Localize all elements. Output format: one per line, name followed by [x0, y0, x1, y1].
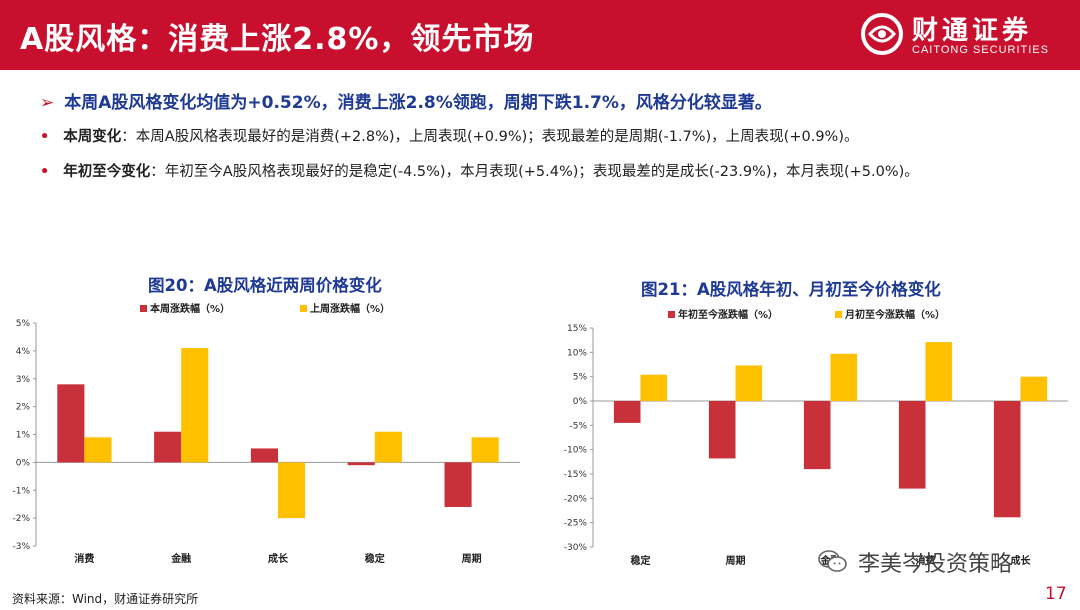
source-note: 资料来源：Wind，财通证券研究所 — [12, 592, 199, 606]
page-number: 17 — [1045, 584, 1067, 604]
y-tick-label: -15% — [564, 470, 588, 480]
y-tick-label: 5% — [573, 373, 588, 383]
x-category-label: 消费 — [74, 552, 94, 565]
bar-series2 — [735, 365, 763, 401]
page-title: A股风格：消费上涨2.8%，领先市场 — [20, 22, 535, 57]
y-tick-label: 2% — [16, 403, 31, 413]
legend-swatch — [140, 305, 147, 312]
summary-line: ➢ 本周A股风格变化均值为+0.52%，消费上涨2.8%领跑，周期下跌1.7%，风… — [40, 88, 772, 113]
chart-fig21: 年初至今涨跌幅（%） 月初至今涨跌幅（%） 15% 10% 5% 0% -5% -10% -15… — [540, 302, 1080, 578]
x-category-label: 周期 — [726, 554, 746, 567]
title-bar: A股风格：消费上涨2.8%，领先市场 财通证券 CAITONG SECURITI… — [0, 0, 1080, 70]
logo-english-name: CAITONG SECURITIES — [912, 44, 1049, 56]
y-tick-label: 0% — [16, 458, 31, 468]
y-tick-label: -3% — [12, 542, 30, 552]
bar-series1 — [250, 448, 278, 463]
bar-series2 — [374, 431, 402, 463]
bar-series2 — [181, 348, 209, 463]
bullet-text: ：本周A股风格表现最好的是消费(+2.8%)，上周表现(+0.9%)；表现最差的… — [121, 129, 859, 145]
bar-series2 — [640, 374, 668, 401]
bar-series2 — [278, 462, 306, 519]
x-category-label: 消费 — [916, 554, 936, 567]
chart-title-fig20: 图20：A股风格近两周价格变化 — [148, 276, 382, 295]
arrow-bullet-icon: ➢ — [40, 93, 55, 113]
bullet-weekly-change: • 本周变化：本周A股风格表现最好的是消费(+2.8%)，上周表现(+0.9%)；… — [40, 125, 858, 146]
y-tick-label: -1% — [12, 486, 30, 496]
legend-swatch — [300, 305, 307, 312]
bar-series2 — [84, 437, 112, 463]
company-logo: 财通证券 CAITONG SECURITIES — [860, 8, 1070, 62]
legend-swatch — [668, 311, 675, 318]
bullet-dot-icon: • — [40, 164, 50, 180]
x-category-label: 成长 — [1011, 554, 1032, 567]
y-tick-label: 5% — [16, 319, 31, 329]
y-tick-label: 3% — [16, 375, 31, 385]
bar-series1 — [993, 401, 1021, 518]
bar-series2 — [925, 342, 953, 401]
bar-series1 — [347, 462, 375, 466]
y-tick-label: 15% — [567, 324, 587, 334]
bar-series1 — [898, 401, 926, 489]
bar-series1 — [708, 401, 736, 459]
bar-series2 — [830, 353, 858, 401]
bullet-text: ：年初至今A股风格表现最好的是稳定(-4.5%)，本月表现(+5.4%)；表现最… — [150, 164, 919, 180]
bar-series2 — [471, 437, 499, 463]
bar-chart-svg: 本周涨跌幅（%） 上周涨跌幅（%） 5% 4% 3% 2% 1% 0% -1% -2% -3% 消费 金… — [12, 302, 520, 565]
bullet-ytd-change: • 年初至今变化：年初至今A股风格表现最好的是稳定(-4.5%)，本月表现(+5.… — [40, 160, 919, 181]
legend-label: 月初至今涨跌幅（%） — [844, 308, 945, 321]
y-tick-label: 4% — [16, 347, 31, 357]
caitong-logo-icon — [861, 13, 903, 55]
summary-text: 本周A股风格变化均值为+0.52%，消费上涨2.8%领跑，周期下跌1.7%，风格… — [64, 93, 772, 113]
x-category-label: 金融 — [170, 552, 191, 565]
x-category-label: 稳定 — [631, 554, 651, 567]
y-tick-label: 0% — [573, 397, 588, 407]
x-category-label: 稳定 — [365, 552, 385, 565]
x-category-label: 周期 — [462, 552, 482, 565]
watermark-text: 李美岑投资策略 — [858, 552, 1013, 577]
legend-label: 年初至今涨跌幅（%） — [678, 308, 778, 321]
bullet-lead: 本周变化 — [63, 129, 122, 145]
y-tick-label: -30% — [564, 543, 588, 553]
bar-series1 — [613, 401, 641, 423]
bar-series1 — [57, 384, 85, 463]
y-tick-label: -5% — [569, 421, 587, 431]
y-tick-label: -10% — [564, 446, 588, 456]
chart-fig20: 本周涨跌幅（%） 上周涨跌幅（%） 5% 4% 3% 2% 1% 0% -1% -2% -3% 消费 金… — [0, 296, 540, 576]
bullet-lead: 年初至今变化 — [63, 164, 151, 180]
y-tick-label: -2% — [12, 514, 30, 524]
bar-series1 — [444, 462, 472, 507]
legend-label: 上周涨跌幅（%） — [310, 302, 390, 315]
legend-label: 本周涨跌幅（%） — [150, 302, 230, 315]
bullet-dot-icon: • — [40, 129, 50, 145]
y-tick-label: 10% — [567, 348, 587, 358]
bar-series2 — [1020, 376, 1048, 401]
logo-chinese-name: 财通证券 — [912, 16, 1033, 46]
legend-swatch — [835, 311, 842, 318]
x-category-label: 成长 — [268, 552, 289, 565]
bar-chart-svg: 年初至今涨跌幅（%） 月初至今涨跌幅（%） 15% 10% 5% 0% -5% -10% -15… — [564, 308, 1068, 567]
y-tick-label: -20% — [564, 494, 588, 504]
y-tick-label: -25% — [564, 519, 588, 529]
wechat-icon — [818, 550, 847, 572]
bar-series1 — [154, 431, 182, 463]
bar-series1 — [803, 401, 831, 470]
chart-title-fig21: 图21：A股风格年初、月初至今价格变化 — [641, 280, 941, 299]
y-tick-label: 1% — [16, 431, 31, 441]
